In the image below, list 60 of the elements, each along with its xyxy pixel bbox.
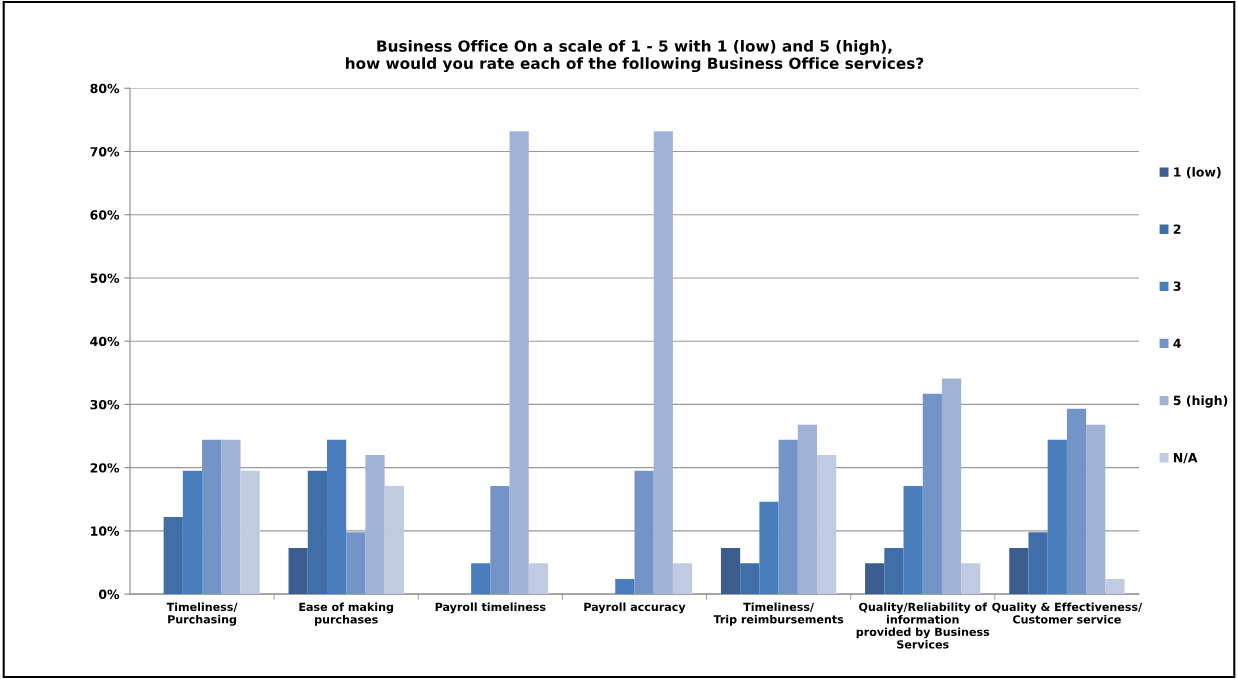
bar xyxy=(240,470,260,595)
bar xyxy=(182,470,203,595)
y-tick-label: 80% xyxy=(90,83,120,94)
bar xyxy=(941,378,962,595)
bar xyxy=(1028,532,1048,595)
legend-label: N/A xyxy=(1173,453,1198,464)
chart-title: Business Office On a scale of 1 - 5 with 1 (low) and 5 (high), how would you rate each of the following Business Office services? xyxy=(346,39,924,73)
bar xyxy=(922,393,942,595)
bar xyxy=(653,131,673,595)
bar xyxy=(509,131,529,595)
bar xyxy=(817,455,837,595)
bar xyxy=(307,470,327,595)
bar xyxy=(720,547,741,595)
y-tick-label: 10% xyxy=(91,526,120,536)
bar xyxy=(759,501,779,595)
legend-label: 5 (high) xyxy=(1173,395,1228,408)
y-tick-label: 50% xyxy=(90,273,120,283)
y-tick-label: 30% xyxy=(90,399,120,410)
bar xyxy=(471,563,491,595)
bar xyxy=(1066,408,1087,595)
bar xyxy=(1047,439,1067,595)
bar xyxy=(672,563,693,595)
bar xyxy=(528,563,548,595)
y-tick-label: 20% xyxy=(90,463,120,473)
bar xyxy=(221,439,241,595)
y-tick-label: 60% xyxy=(90,210,120,220)
bar xyxy=(797,424,818,595)
x-tick-label: Ease of making purchases xyxy=(299,602,394,626)
y-tick-label: 0% xyxy=(98,589,120,600)
bar xyxy=(740,563,760,595)
bar xyxy=(365,455,385,595)
bar xyxy=(346,532,366,595)
bar xyxy=(865,563,885,595)
bar xyxy=(384,486,404,595)
bar xyxy=(288,547,308,595)
bar xyxy=(634,470,654,595)
x-tick-label: Payroll timeliness xyxy=(435,602,546,614)
bar xyxy=(490,486,510,595)
x-tick-label: Timeliness/ Purchasing xyxy=(166,602,238,626)
bar xyxy=(163,516,183,595)
bar xyxy=(615,578,635,595)
legend-label: 3 xyxy=(1173,281,1181,291)
y-tick-label: 40% xyxy=(90,336,120,347)
bar xyxy=(778,439,798,595)
bar xyxy=(1105,578,1125,595)
bar xyxy=(326,439,347,595)
x-tick-label: Quality & Effectiveness/ Customer service xyxy=(992,602,1143,624)
legend-label: 4 xyxy=(1173,338,1181,348)
bar xyxy=(1086,424,1106,595)
x-tick-label: Quality/Reliability of information provided by Business Services xyxy=(856,602,990,649)
x-tick-label: Timeliness/ Trip reimbursements xyxy=(713,602,844,626)
x-tick-label: Payroll accuracy xyxy=(584,602,686,614)
bar xyxy=(202,439,222,595)
legend-label: 2 xyxy=(1173,224,1181,234)
bar xyxy=(1009,547,1029,595)
legend-label: 1 (low) xyxy=(1174,167,1221,179)
bar xyxy=(884,547,904,595)
bar xyxy=(903,486,923,595)
bar xyxy=(961,563,981,595)
y-tick-label: 70% xyxy=(90,146,120,157)
